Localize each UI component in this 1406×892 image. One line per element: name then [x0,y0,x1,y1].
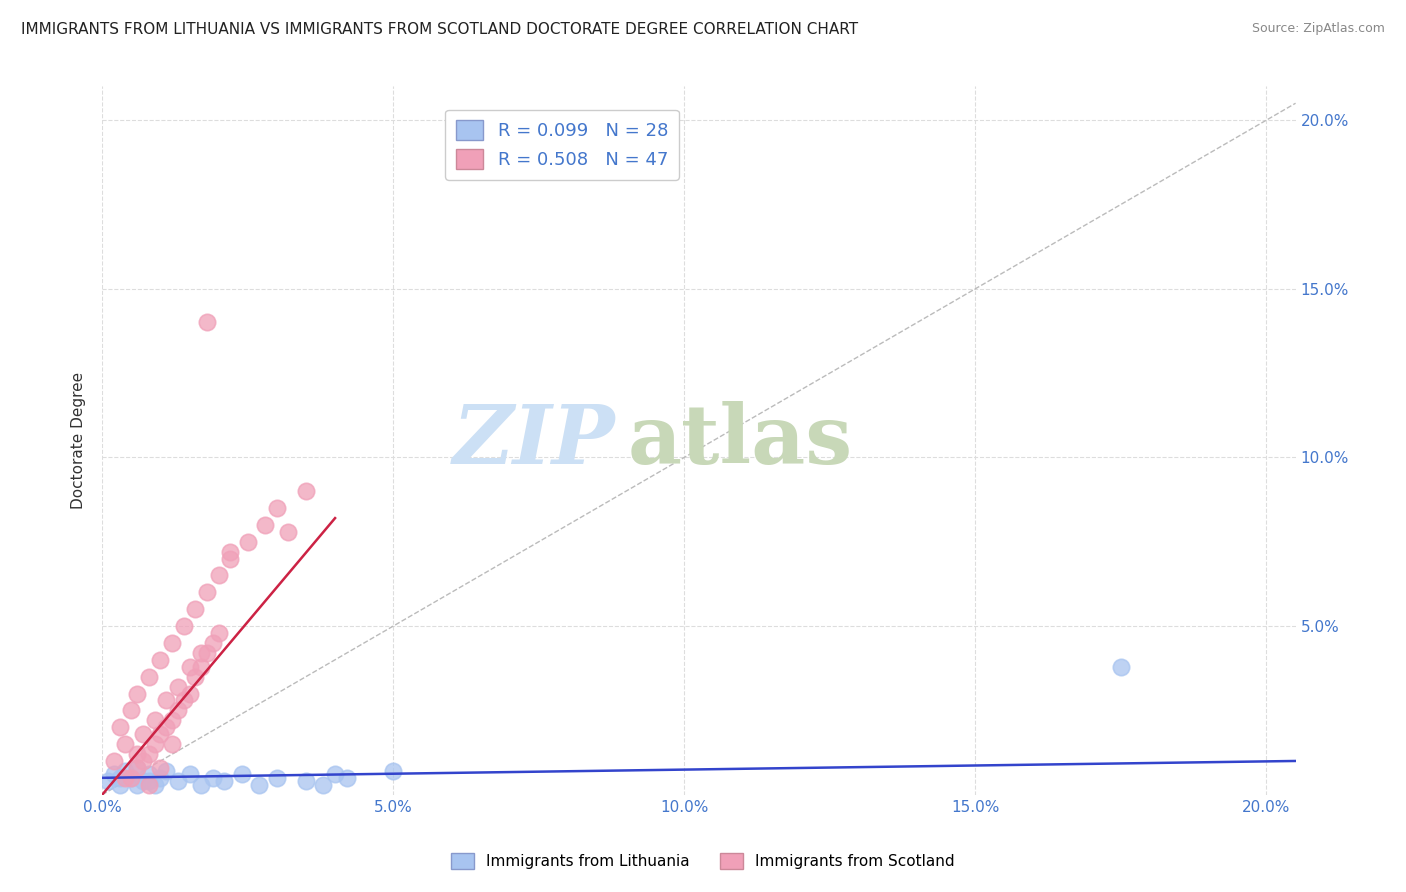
Point [208,568,231,582]
Point [108,771,131,785]
Point [114,764,136,778]
Text: IMMIGRANTS FROM LITHUANIA VS IMMIGRANTS FROM SCOTLAND DOCTORATE DEGREE CORRELATI: IMMIGRANTS FROM LITHUANIA VS IMMIGRANTS … [21,22,858,37]
Point [277,524,299,539]
Point [149,771,172,785]
Point [103,767,125,781]
Point [231,767,253,781]
Point [219,551,242,566]
Point [132,754,155,768]
Point [167,680,190,694]
Point [114,737,136,751]
Point [190,778,212,792]
Point [195,585,218,599]
Point [127,761,149,775]
Point [195,316,218,330]
Point [173,619,195,633]
Point [132,774,155,789]
Point [323,767,346,781]
Point [201,636,224,650]
Point [149,727,172,741]
Point [266,771,288,785]
Point [179,659,201,673]
Legend: R = 0.099   N = 28, R = 0.508   N = 47: R = 0.099 N = 28, R = 0.508 N = 47 [446,110,679,180]
Point [190,646,212,660]
Point [160,737,183,751]
Text: ZIP: ZIP [453,401,616,481]
Point [138,778,160,792]
Point [108,720,131,734]
Point [179,686,201,700]
Text: atlas: atlas [627,401,852,481]
Point [160,636,183,650]
Point [103,754,125,768]
Point [138,670,160,684]
Point [138,747,160,762]
Point [295,484,318,499]
Point [149,761,172,775]
Point [127,761,149,775]
Point [254,517,277,532]
Point [155,720,177,734]
Point [195,646,218,660]
Point [266,500,288,515]
Point [108,778,131,792]
Point [247,778,270,792]
Point [312,778,335,792]
Point [190,659,212,673]
Point [120,771,142,785]
Point [219,545,242,559]
Point [184,602,207,616]
Point [120,703,142,717]
Point [179,767,201,781]
Point [201,771,224,785]
Point [236,534,259,549]
Point [120,771,142,785]
Point [1109,659,1132,673]
Point [295,774,318,789]
Point [143,714,166,728]
Point [382,764,405,778]
Point [167,703,190,717]
Y-axis label: Doctorate Degree: Doctorate Degree [72,372,86,509]
Point [127,747,149,762]
Point [149,653,172,667]
Point [214,774,236,789]
Point [184,670,207,684]
Point [155,693,177,707]
Point [97,774,120,789]
Point [138,767,160,781]
Point [208,625,231,640]
Point [155,764,177,778]
Point [173,693,195,707]
Point [138,774,160,789]
Point [127,686,149,700]
Point [132,727,155,741]
Point [160,714,183,728]
Text: Source: ZipAtlas.com: Source: ZipAtlas.com [1251,22,1385,36]
Legend: Immigrants from Lithuania, Immigrants from Scotland: Immigrants from Lithuania, Immigrants fr… [444,847,962,875]
Point [114,771,136,785]
Point [336,771,359,785]
Point [167,774,190,789]
Point [127,778,149,792]
Point [143,737,166,751]
Point [143,778,166,792]
